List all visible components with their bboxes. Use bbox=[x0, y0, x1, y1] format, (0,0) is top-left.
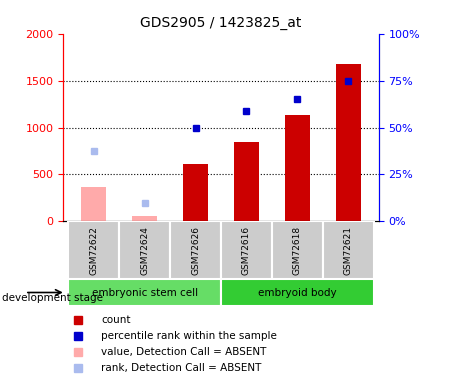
Text: embryoid body: embryoid body bbox=[258, 288, 337, 297]
Bar bbox=[336, 64, 361, 221]
Bar bbox=[183, 164, 208, 221]
Text: GSM72624: GSM72624 bbox=[140, 226, 149, 275]
Text: percentile rank within the sample: percentile rank within the sample bbox=[101, 331, 277, 341]
Text: GSM72618: GSM72618 bbox=[293, 226, 302, 275]
Text: GSM72616: GSM72616 bbox=[242, 226, 251, 275]
Bar bbox=[221, 279, 374, 306]
Text: GSM72622: GSM72622 bbox=[89, 226, 98, 275]
Text: rank, Detection Call = ABSENT: rank, Detection Call = ABSENT bbox=[101, 363, 262, 373]
Text: GSM72621: GSM72621 bbox=[344, 226, 353, 275]
Text: GSM72626: GSM72626 bbox=[191, 226, 200, 275]
Bar bbox=[323, 221, 374, 279]
Bar bbox=[285, 116, 310, 221]
Bar bbox=[81, 187, 106, 221]
Bar bbox=[170, 221, 221, 279]
Title: GDS2905 / 1423825_at: GDS2905 / 1423825_at bbox=[140, 16, 302, 30]
Text: development stage: development stage bbox=[2, 293, 103, 303]
Text: value, Detection Call = ABSENT: value, Detection Call = ABSENT bbox=[101, 347, 267, 357]
Bar bbox=[68, 221, 119, 279]
Bar bbox=[272, 221, 323, 279]
Bar bbox=[221, 221, 272, 279]
Text: embryonic stem cell: embryonic stem cell bbox=[92, 288, 198, 297]
Bar bbox=[132, 216, 157, 221]
Bar bbox=[119, 221, 170, 279]
Bar bbox=[68, 279, 221, 306]
Text: count: count bbox=[101, 315, 130, 325]
Bar bbox=[234, 142, 259, 221]
